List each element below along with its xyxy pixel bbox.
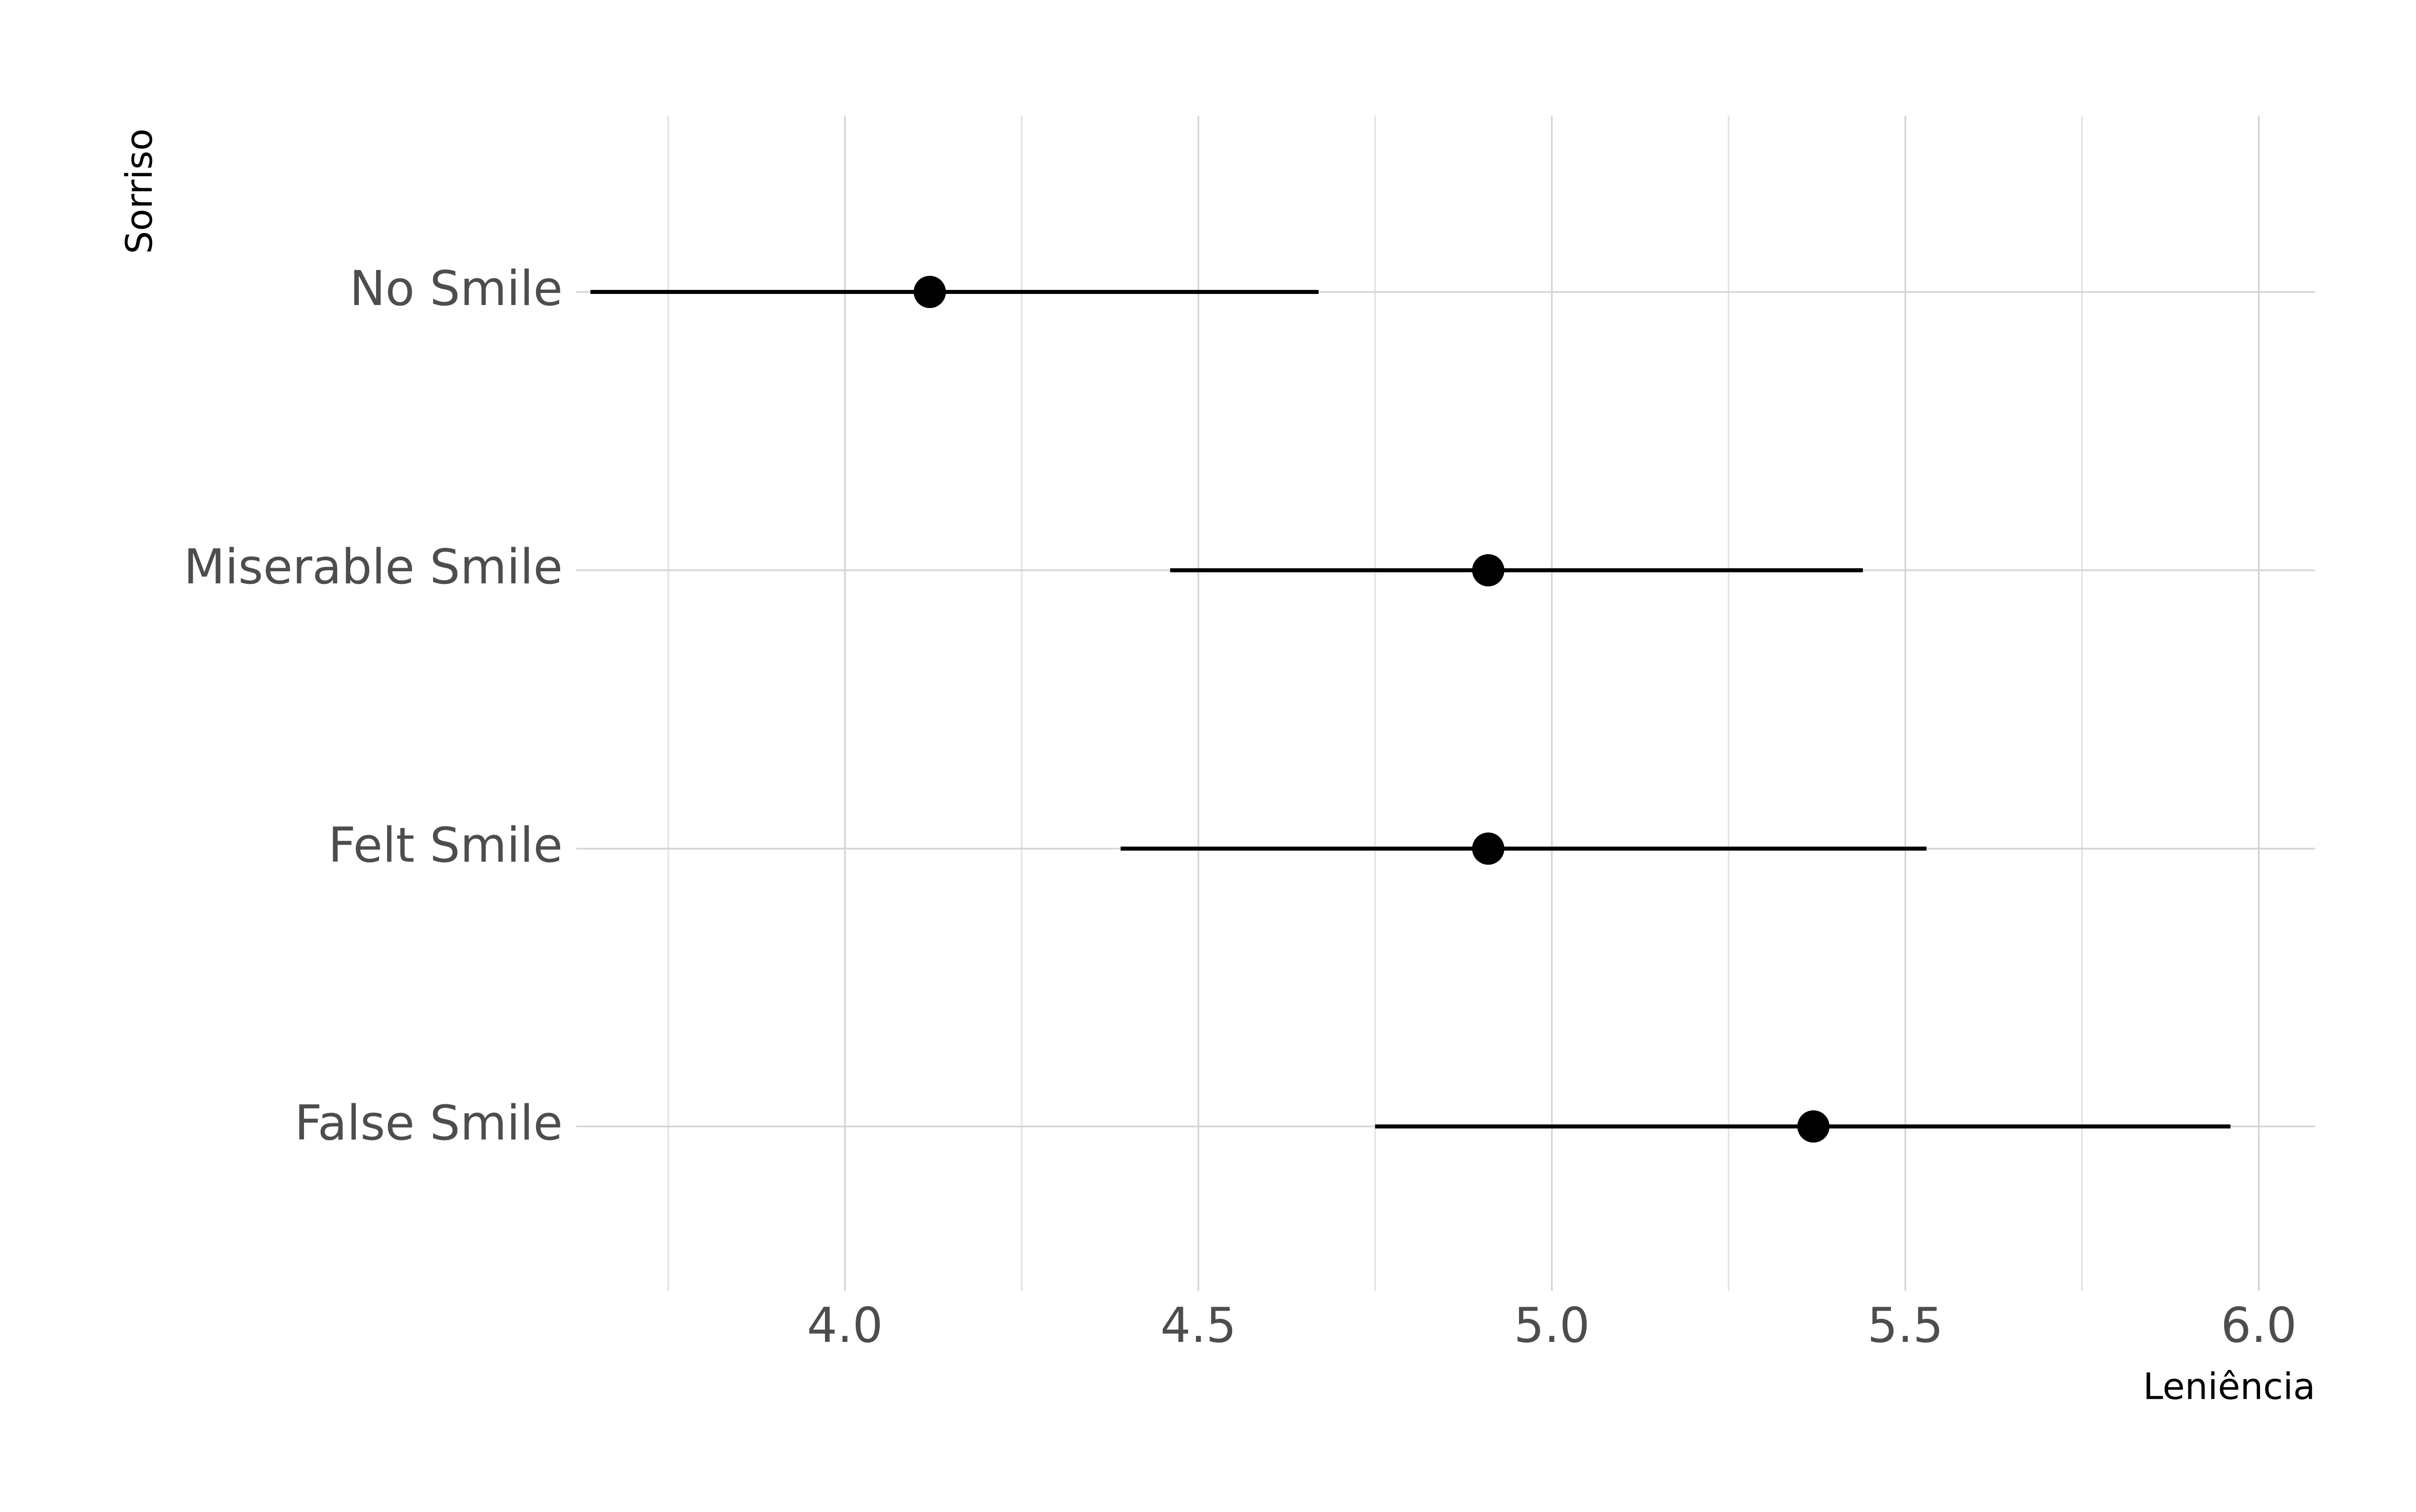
- x-tick-label-4: 6.0: [2221, 1298, 2297, 1353]
- y-tick-label-1: Miserable Smile: [184, 540, 563, 595]
- x-tick-labels: 4.0 4.5 5.0 5.5 6.0: [807, 1298, 2297, 1353]
- estimate-point-2: [1472, 833, 1504, 865]
- y-tick-label-2: Felt Smile: [328, 818, 563, 873]
- y-tick-label-3: False Smile: [294, 1096, 563, 1151]
- estimate-point-3: [1797, 1110, 1830, 1143]
- estimate-point-0: [914, 276, 946, 308]
- estimate-points: [914, 276, 1830, 1143]
- x-axis-title: Leniência: [2143, 1366, 2315, 1408]
- y-axis-title: Sorriso: [118, 128, 161, 254]
- x-tick-label-3: 5.5: [1867, 1298, 1943, 1353]
- x-tick-label-1: 4.5: [1160, 1298, 1236, 1353]
- interval-lines: [590, 290, 2231, 1128]
- y-tick-label-0: No Smile: [350, 261, 563, 317]
- x-tick-label-0: 4.0: [807, 1298, 883, 1353]
- x-tick-label-2: 5.0: [1514, 1298, 1590, 1353]
- estimate-point-1: [1472, 554, 1504, 586]
- y-tick-labels: No Smile Miserable Smile Felt Smile False S…: [184, 261, 563, 1151]
